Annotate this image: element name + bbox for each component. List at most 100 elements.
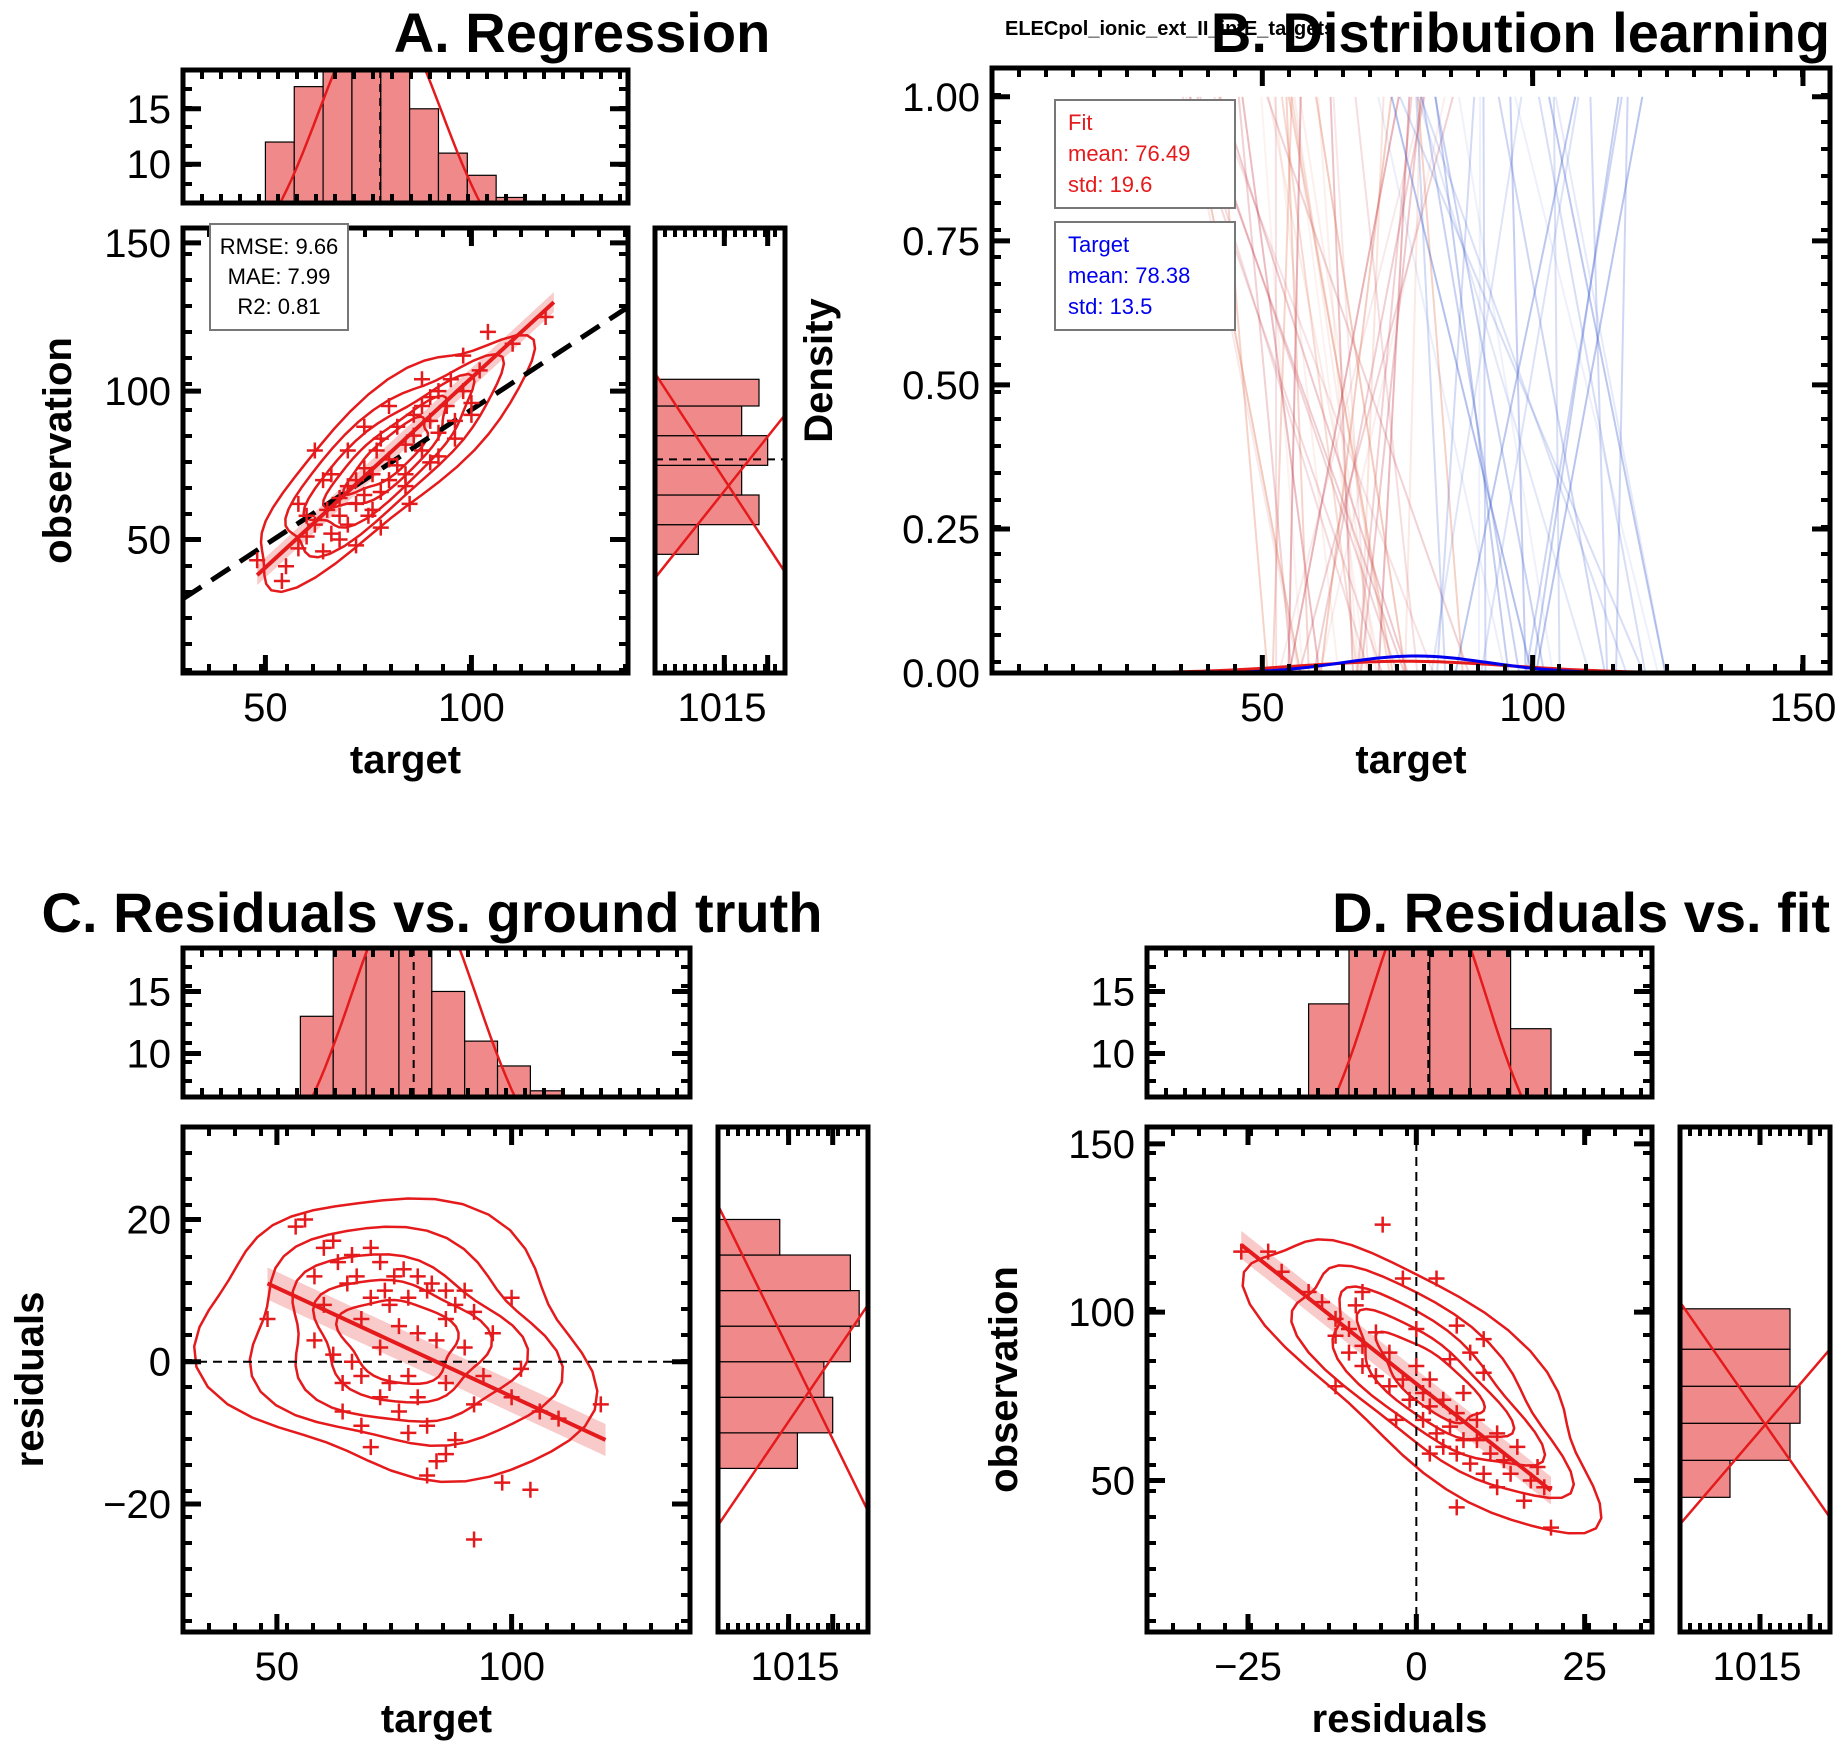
panel-c-data-point (287, 1218, 304, 1235)
panel-d-data-point (1341, 1344, 1357, 1361)
panel-d-top-hist-ytick-label: 10 (1091, 1033, 1136, 1077)
panel-c-data-point (372, 1339, 389, 1356)
panel-a-data-point (479, 323, 496, 340)
panel-d-data-point (1381, 1344, 1398, 1361)
panel-c-right-hist-kde (718, 1204, 868, 1512)
panel-d-data-point (1489, 1479, 1506, 1496)
panel-c-ytick-label: −20 (103, 1483, 171, 1527)
panel-b-sample-line (1477, 96, 1482, 673)
panel-a-data-point (405, 406, 422, 423)
panel-b-sample-line (1293, 96, 1378, 673)
panel-a-right-hist-kde (655, 372, 785, 573)
panel-a-regression: 50 100 50 100 150 target observation RMSE: 9.66… (36, 67, 788, 782)
panel-c-data-point (329, 1254, 346, 1271)
panel-b-sample-line (1287, 96, 1302, 673)
panel-b-sample-line (1280, 96, 1359, 673)
panel-d-data-point (1502, 1465, 1519, 1482)
panel-d-xtick-label: 25 (1562, 1645, 1607, 1689)
panel-a-top-hist-bar (293, 86, 324, 203)
panel-a-data-point (442, 371, 459, 388)
panel-b-ytick-label: 0.25 (902, 508, 980, 552)
panel-d-data-point (1442, 1418, 1458, 1435)
panel-c-top-hist-bar (464, 1040, 499, 1097)
panel-b-legend-target-box (1054, 221, 1236, 331)
panel-b-sample-line (1260, 96, 1304, 673)
panel-b-series-target-curve (992, 654, 1830, 673)
panel-b-ytick-label: 0.50 (902, 364, 980, 408)
panel-b-sample-line (1319, 96, 1393, 673)
panel-a-data-point (356, 487, 373, 503)
panel-b-ytick-label: 0.75 (902, 220, 980, 264)
panel-c-data-point (390, 1403, 407, 1420)
panel-b-sample-line (1266, 96, 1470, 673)
panel-a-ytick-label: 100 (104, 370, 171, 414)
panel-c-data-point (419, 1417, 436, 1434)
panel-d-ytick-label: 100 (1068, 1291, 1135, 1335)
panel-c-density-contour (248, 1225, 564, 1447)
panel-d-data-point (1327, 1327, 1344, 1344)
panel-c-data-point (386, 1268, 403, 1285)
panel-a-top-hist-bar (380, 70, 411, 203)
panel-c-data-point (494, 1474, 511, 1491)
panel-b-sample-line (1377, 96, 1411, 673)
panel-b-distribution: 50 100 150 0.00 0.25 0.50 0.75 1.00 target Densit… (797, 65, 1836, 782)
panel-a-data-point (323, 525, 340, 542)
panel-c-frame (180, 1124, 693, 1635)
panel-b-sample-line (1213, 96, 1435, 673)
panel-c-ytick-label: 0 (149, 1341, 171, 1385)
panel-d-fit-line (1240, 1243, 1553, 1493)
panel-b-title: B. Distribution learning (1211, 1, 1830, 64)
panel-c-data-point (456, 1282, 473, 1299)
panel-b-sample-line (1312, 96, 1426, 673)
panel-b-sample-line (1285, 96, 1310, 673)
panel-c-data-point (297, 1211, 314, 1228)
panel-b-legend-fit-box (1054, 99, 1236, 209)
panel-a-data-point (364, 501, 381, 518)
panel-c-right-hist-frame (715, 1124, 871, 1635)
panel-c-data-point (456, 1339, 473, 1356)
panel-b-legend-fit-line: Fit (1068, 110, 1092, 135)
panel-b-ytick-label: 1.00 (902, 76, 980, 120)
panel-a-data-point (389, 457, 406, 474)
panel-a-data-point (413, 442, 430, 459)
panel-c-data-point (428, 1332, 445, 1349)
panel-a-data-point (372, 519, 389, 536)
panel-b-sample-line (1356, 96, 1413, 673)
panel-c-top-hist-bar (365, 948, 400, 1097)
panel-b-legend-fit-line: std: 19.6 (1068, 172, 1152, 197)
panel-c-data-point (325, 1346, 342, 1363)
panel-a-right-hist-bar (655, 464, 743, 496)
panel-c-data-point (466, 1303, 483, 1320)
panel-b-sample-line (1287, 96, 1394, 673)
panel-a-top-hist-bar (409, 108, 440, 203)
panel-b-sample-line (1554, 96, 1667, 673)
panel-d-right-hist-bar (1680, 1308, 1791, 1350)
panel-a-plot-area (183, 292, 628, 601)
panel-d-right-hist-bar (1680, 1385, 1801, 1424)
panel-d-data-point (1475, 1465, 1492, 1482)
panel-d-top-hist-bar (1307, 1003, 1350, 1097)
panel-b-sample-line (1271, 96, 1293, 673)
panel-d-data-point (1421, 1371, 1438, 1388)
panel-b-sample-line (1509, 96, 1527, 673)
panel-d-right-hist-kde (1680, 1301, 1830, 1519)
panel-c-right-hist-bar (718, 1325, 851, 1363)
panel-d-data-point (1260, 1243, 1277, 1260)
panel-d-xtick-label: −25 (1214, 1645, 1282, 1689)
panel-d-data-point (1509, 1438, 1526, 1455)
panel-d-density-contour (1290, 1264, 1576, 1500)
panel-b-sample-line (1537, 96, 1647, 673)
panel-c-right-hist-kde (718, 1304, 868, 1527)
panel-d-data-point (1455, 1384, 1472, 1401)
panel-d-density-contour (1331, 1285, 1547, 1467)
panel-d-xtick-label: 0 (1405, 1645, 1427, 1689)
panel-c-data-point (419, 1467, 436, 1484)
panel-d-data-point (1381, 1378, 1398, 1395)
panel-b-sample-line (1278, 96, 1425, 673)
panel-b-legend-target-line: std: 13.5 (1068, 294, 1152, 319)
panel-d-data-point (1327, 1378, 1344, 1395)
panel-c-density-contour (192, 1197, 599, 1484)
panel-a-right-hist-bar (655, 405, 743, 437)
